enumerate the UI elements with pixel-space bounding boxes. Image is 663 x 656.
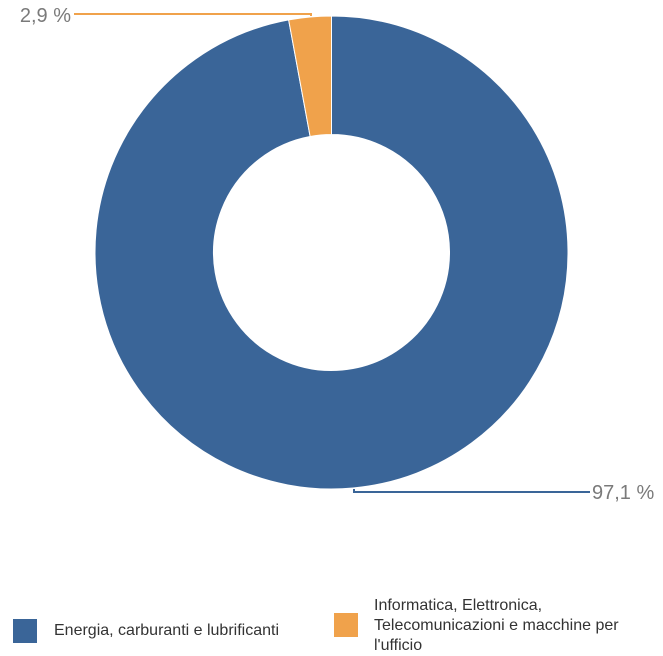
legend-label-informatica: Informatica, Elettronica, Telecomunicazi… — [374, 597, 619, 654]
legend-swatch-energia — [13, 619, 37, 643]
slice-energia[interactable] — [94, 15, 569, 490]
legend-item-energia[interactable]: Energia, carburanti e lubrificanti — [13, 619, 279, 643]
legend-label-energia: Energia, carburanti e lubrificanti — [54, 622, 280, 639]
leader-line-energia — [353, 489, 590, 493]
leader-line-informatica — [74, 13, 312, 16]
data-labels: 97,1 % 2,9 % — [20, 5, 655, 504]
legend-item-informatica[interactable]: Informatica, Elettronica, Telecomunicazi… — [334, 596, 663, 656]
data-label-informatica: 2,9 % — [20, 5, 71, 27]
slice-informatica[interactable] — [288, 15, 332, 138]
donut-chart: 97,1 % 2,9 % — [20, 5, 655, 504]
legend: Energia, carburanti e lubrificanti Infor… — [0, 596, 663, 656]
slices — [94, 15, 569, 490]
legend-swatch-informatica — [334, 613, 358, 637]
leader-lines — [74, 13, 590, 493]
data-label-energia: 97,1 % — [592, 482, 654, 504]
